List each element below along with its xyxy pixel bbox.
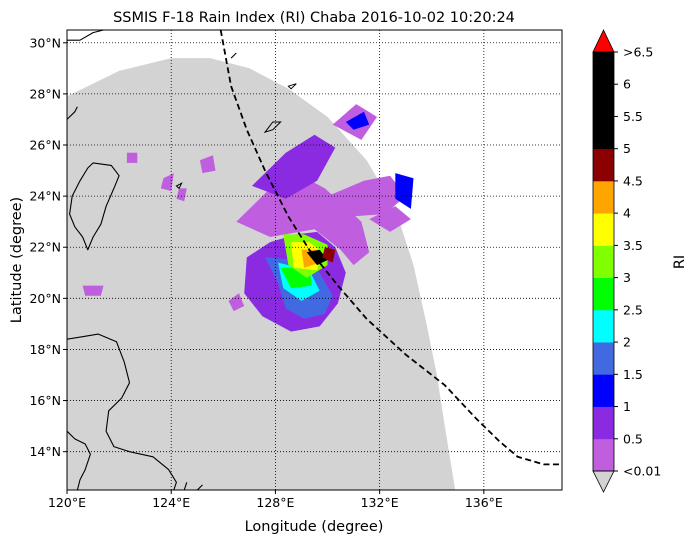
rain-cell-1 bbox=[236, 173, 370, 266]
y-tick-label-7: 28°N bbox=[29, 86, 61, 101]
colorbar-tick-label-13: >6.5 bbox=[623, 45, 653, 60]
coastline-6 bbox=[183, 482, 188, 490]
storm-track bbox=[219, 30, 562, 466]
x-tick-label-1: 124°E bbox=[152, 495, 190, 510]
rain-cell-19 bbox=[160, 173, 174, 191]
y-axis-ticks: 14°N 16°N 18°N 20°N 22°N 24°N 26°N 28°N 30°N bbox=[29, 35, 67, 459]
rain-cell-4 bbox=[345, 111, 370, 130]
rain-cell-14 bbox=[306, 249, 328, 266]
rain-cell-18 bbox=[126, 152, 138, 163]
colorbar-tick-label-11: 5.5 bbox=[623, 109, 643, 124]
island-2 bbox=[175, 182, 183, 190]
chart-title: SSMIS F-18 Rain Index (RI) Chaba 2016-10… bbox=[113, 10, 515, 26]
plot-frame bbox=[66, 29, 563, 491]
colorbar-frame bbox=[592, 51, 615, 472]
colorbar-segment-3 bbox=[593, 342, 614, 375]
y-tick-label-2: 18°N bbox=[29, 342, 61, 357]
colorbar-segment-10 bbox=[593, 116, 614, 150]
colorbar-tick-label-4: 2 bbox=[623, 335, 631, 350]
x-tick-label-3: 132°E bbox=[361, 495, 399, 510]
colorbar-tick-label-12: 6 bbox=[623, 77, 631, 92]
colorbar-segment-6 bbox=[593, 245, 614, 279]
rain-cell-5 bbox=[327, 175, 406, 217]
colorbar-tick-label-3: 1.5 bbox=[623, 367, 643, 382]
y-tick-label-4: 22°N bbox=[29, 240, 61, 255]
rain-cell-17 bbox=[82, 285, 104, 296]
colorbar-tick-label-5: 2.5 bbox=[623, 302, 643, 317]
colorbar-segment-0 bbox=[593, 438, 614, 472]
colorbar-segment-9 bbox=[593, 148, 614, 182]
colorbar-segment-5 bbox=[593, 277, 614, 311]
colorbar-label: RI bbox=[672, 255, 688, 269]
rain-cell-16 bbox=[228, 293, 245, 312]
colorbar-over-arrow bbox=[592, 29, 615, 53]
rain-cell-6 bbox=[395, 173, 414, 209]
rain-cell-2 bbox=[252, 134, 336, 199]
colorbar-segment-7 bbox=[593, 213, 614, 246]
y-tick-label-8: 30°N bbox=[29, 35, 61, 50]
coastline-5 bbox=[230, 52, 237, 59]
colorbar-segment-8 bbox=[593, 180, 614, 214]
x-axis-ticks: 120°E 124°E 128°E 132°E 136°E bbox=[48, 490, 503, 510]
rain-cell-21 bbox=[199, 155, 216, 174]
colorbar-segment-12 bbox=[593, 52, 614, 85]
y-tick-label-1: 16°N bbox=[29, 393, 61, 408]
coastline-1 bbox=[67, 333, 177, 490]
coastline-0 bbox=[69, 162, 120, 251]
x-tick-label-0: 120°E bbox=[48, 495, 86, 510]
colorbar-segment-4 bbox=[593, 309, 614, 343]
colorbar: <0.01 0.5 1 1.5 2 2.5 3 3.5 4 4.5 5 5.5 6 >6.5 bbox=[592, 29, 661, 493]
colorbar-tick-label-8: 4 bbox=[623, 206, 631, 221]
rain-cell-20 bbox=[176, 188, 187, 202]
y-tick-label-6: 26°N bbox=[29, 138, 61, 153]
colorbar-under-arrow bbox=[592, 470, 615, 493]
y-tick-label-3: 20°N bbox=[29, 291, 61, 306]
y-tick-label-0: 14°N bbox=[29, 444, 61, 459]
x-axis-label: Longitude (degree) bbox=[245, 519, 384, 535]
coastline-2 bbox=[67, 430, 91, 490]
coastline-7 bbox=[196, 484, 203, 490]
colorbar-tick-label-0: <0.01 bbox=[623, 464, 661, 479]
colorbar-tick-label-7: 3.5 bbox=[623, 238, 643, 253]
coastline-4 bbox=[67, 106, 78, 120]
rain-index-field bbox=[82, 104, 414, 332]
colorbar-tick-label-1: 0.5 bbox=[623, 431, 643, 446]
island-0 bbox=[263, 121, 282, 134]
colorbar-tick-label-6: 3 bbox=[623, 270, 631, 285]
x-tick-label-2: 128°E bbox=[256, 495, 294, 510]
colorbar-tick-label-9: 4.5 bbox=[623, 173, 643, 188]
colorbar-segment-11 bbox=[593, 84, 614, 117]
colorbar-segment-2 bbox=[593, 374, 614, 407]
x-tick-label-4: 136°E bbox=[465, 495, 503, 510]
rain-cell-7 bbox=[369, 206, 411, 232]
island-1 bbox=[287, 83, 297, 90]
y-tick-label-5: 24°N bbox=[29, 189, 61, 204]
colorbar-segment-1 bbox=[593, 406, 614, 440]
colorbar-tick-label-10: 5 bbox=[623, 141, 631, 156]
storm-track-line bbox=[219, 30, 562, 466]
coastlines bbox=[67, 30, 297, 490]
rain-cell-15 bbox=[322, 247, 336, 263]
y-axis-label: Latitude (degree) bbox=[9, 197, 25, 323]
coastline-3 bbox=[67, 30, 104, 41]
colorbar-tick-label-2: 1 bbox=[623, 399, 631, 414]
